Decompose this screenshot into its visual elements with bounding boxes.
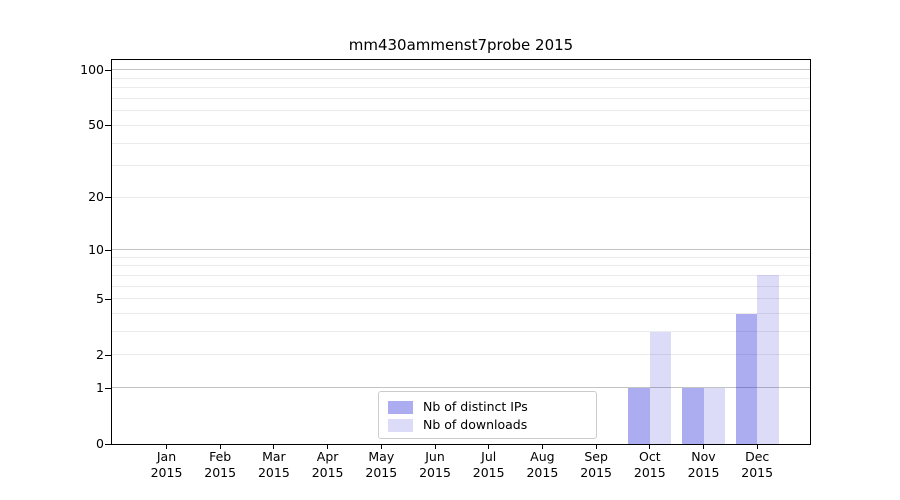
x-tick-year: 2015	[311, 465, 344, 480]
x-tick-month: Jul	[481, 449, 497, 464]
gridline-minor	[112, 77, 810, 79]
x-tick-month: Oct	[638, 449, 661, 464]
bar-nb-of-downloads-oct	[649, 331, 672, 444]
gridline-minor	[112, 354, 810, 356]
x-tick-month: Dec	[745, 449, 770, 464]
y-tick-mark	[105, 69, 111, 71]
x-tick-year: 2015	[526, 465, 559, 480]
x-tick-month: Nov	[691, 449, 716, 464]
bar-nb-of-downloads-dec	[757, 275, 779, 444]
bar-nb-of-downloads-nov	[703, 387, 725, 444]
x-tick-year: 2015	[580, 465, 612, 480]
y-tick-label: 1	[96, 379, 104, 395]
x-tick-mark	[703, 445, 704, 449]
x-tick-label: Nov 2015	[674, 449, 734, 481]
x-tick-mark	[380, 445, 382, 449]
legend-swatch	[388, 400, 413, 414]
gridline-minor	[112, 313, 810, 315]
x-tick-year: 2015	[633, 465, 666, 480]
x-tick-label: Feb 2015	[190, 449, 250, 481]
legend: Nb of distinct IPs Nb of downloads	[378, 391, 597, 439]
legend-label: Nb of distinct IPs	[423, 399, 528, 414]
gridline-minor	[112, 142, 810, 144]
y-tick-mark	[105, 444, 111, 445]
x-tick-month: May	[368, 449, 395, 464]
y-tick-mark	[105, 197, 111, 199]
y-tick-mark	[105, 354, 111, 356]
y-tick-label: 10	[88, 241, 104, 257]
gridline-minor	[112, 331, 810, 333]
legend-row: Nb of downloads	[388, 416, 596, 434]
y-tick-label: 0	[96, 436, 104, 451]
x-tick-month: Apr	[316, 449, 339, 464]
legend-label: Nb of downloads	[423, 417, 528, 432]
x-tick-year: 2015	[687, 465, 720, 480]
y-tick-mark	[105, 125, 111, 127]
x-tick-year: 2015	[419, 465, 451, 480]
gridline-minor	[112, 110, 810, 112]
gridline-minor	[112, 165, 810, 167]
x-tick-label: Dec 2015	[727, 449, 787, 481]
x-tick-month: Feb	[209, 449, 232, 464]
x-tick-year: 2015	[365, 465, 398, 480]
x-tick-month: Jan	[156, 449, 177, 464]
x-tick-mark	[166, 445, 167, 449]
x-tick-mark	[434, 445, 436, 449]
gridline-minor	[112, 124, 810, 126]
y-tick-label: 20	[88, 189, 104, 205]
legend-swatch	[388, 418, 413, 432]
x-tick-label: Sep 2015	[566, 449, 626, 481]
gridline-minor	[112, 298, 810, 300]
gridline-minor	[112, 98, 810, 100]
gridline-minor	[112, 196, 810, 198]
gridline-major	[112, 387, 810, 389]
x-tick-mark	[488, 445, 490, 449]
x-tick-mark	[273, 445, 275, 449]
gridline-minor	[112, 274, 810, 276]
x-tick-label: Jan 2015	[137, 449, 197, 481]
y-tick-label: 2	[96, 346, 104, 362]
x-tick-label: Jun 2015	[405, 449, 465, 481]
bar-nb-of-distinct-ips-nov	[682, 387, 704, 444]
x-tick-label: Oct 2015	[620, 449, 680, 481]
x-tick-year: 2015	[150, 465, 183, 480]
y-tick-label: 5	[96, 290, 104, 306]
y-tick-label: 100	[80, 61, 104, 77]
x-tick-label: Aug 2015	[512, 449, 572, 481]
x-tick-month: Aug	[530, 449, 555, 464]
x-tick-mark	[541, 445, 543, 449]
gridline-major	[112, 249, 810, 251]
chart-title: mm430ammenst7probe 2015	[348, 36, 574, 54]
x-tick-label: May 2015	[351, 449, 411, 481]
x-tick-month: Jun	[425, 449, 445, 464]
gridline-minor	[112, 87, 810, 89]
bar-nb-of-distinct-ips-dec	[735, 313, 758, 444]
x-tick-label: Mar 2015	[244, 449, 304, 481]
y-tick-mark	[105, 249, 111, 251]
bar-nb-of-distinct-ips-oct	[628, 387, 650, 444]
x-tick-year: 2015	[741, 465, 774, 480]
legend-row: Nb of distinct IPs	[388, 398, 596, 416]
x-tick-mark	[219, 445, 221, 449]
gridline-minor	[112, 285, 810, 287]
x-tick-mark	[649, 445, 651, 449]
x-tick-month: Sep	[584, 449, 608, 464]
x-tick-year: 2015	[472, 465, 505, 480]
x-tick-mark	[327, 445, 329, 449]
gridline-minor	[112, 265, 810, 267]
x-tick-mark	[595, 445, 597, 449]
x-tick-mark	[756, 445, 758, 449]
gridline-major	[112, 69, 810, 71]
x-tick-label: Jul 2015	[459, 449, 519, 481]
x-tick-month: Mar	[262, 449, 286, 464]
y-tick-mark	[105, 298, 111, 300]
y-tick-mark	[105, 387, 111, 389]
gridline-minor	[112, 256, 810, 258]
y-tick-label: 50	[88, 117, 104, 133]
x-tick-year: 2015	[204, 465, 237, 480]
x-tick-label: Apr 2015	[298, 449, 358, 481]
plot-area	[111, 59, 811, 445]
x-tick-year: 2015	[257, 465, 290, 480]
